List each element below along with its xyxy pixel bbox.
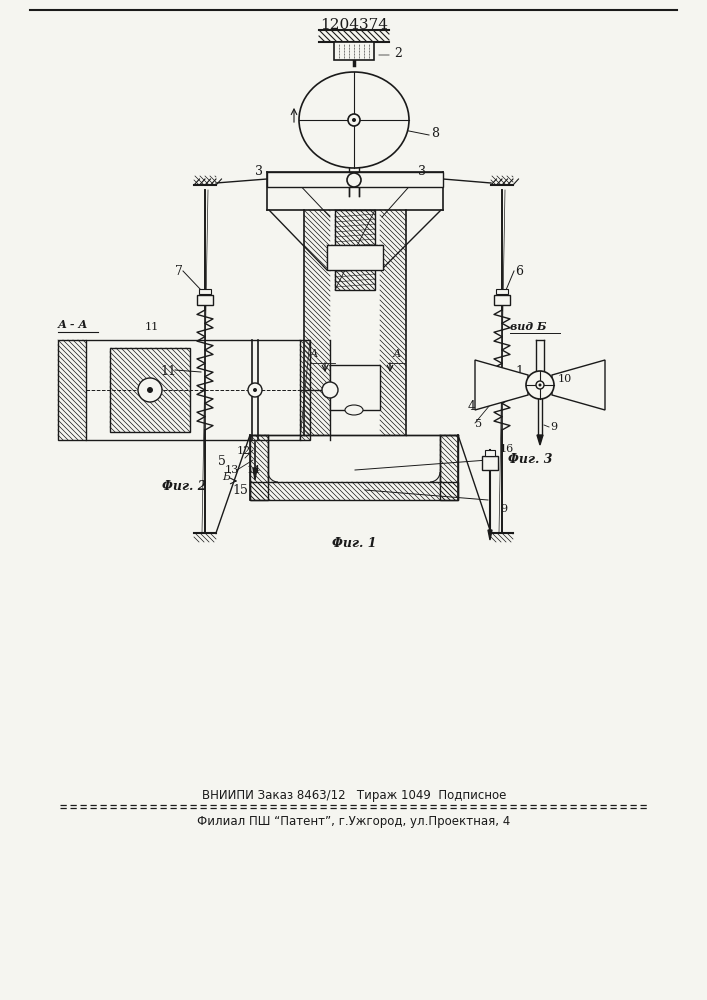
Text: 12: 12 (237, 446, 251, 456)
Text: 11: 11 (145, 322, 159, 332)
Text: 1204374: 1204374 (320, 18, 388, 32)
Text: 5: 5 (218, 455, 226, 468)
Text: А - А: А - А (58, 319, 88, 330)
Text: 3: 3 (418, 165, 426, 178)
Text: 16: 16 (500, 444, 514, 454)
Bar (199, 289, 211, 294)
Circle shape (138, 378, 162, 402)
Bar (334, 42, 374, 60)
Bar (440, 435, 458, 500)
Text: вид Б: вид Б (510, 321, 547, 332)
Text: 14: 14 (247, 465, 262, 475)
Circle shape (248, 383, 262, 397)
Text: 13: 13 (225, 465, 239, 475)
Text: Б: Б (222, 472, 230, 482)
Bar (482, 456, 498, 470)
Bar (330, 365, 380, 410)
Text: Φиг. 2: Φиг. 2 (162, 480, 206, 493)
Bar (58, 340, 86, 440)
Text: 8: 8 (431, 127, 439, 140)
Circle shape (147, 387, 153, 393)
Text: 15: 15 (232, 484, 248, 497)
Ellipse shape (299, 72, 409, 168)
Circle shape (347, 173, 361, 187)
Bar (485, 450, 495, 456)
Bar (110, 348, 190, 432)
Polygon shape (537, 435, 543, 445)
Text: 1: 1 (515, 365, 523, 378)
Circle shape (322, 382, 338, 398)
Bar (335, 210, 375, 290)
Circle shape (253, 388, 257, 392)
Text: ВНИИПИ Заказ 8463/12   Тираж 1049  Подписное: ВНИИПИ Заказ 8463/12 Тираж 1049 Подписно… (201, 788, 506, 802)
Circle shape (539, 383, 542, 386)
Bar (250, 482, 458, 500)
Polygon shape (253, 468, 257, 480)
Bar (250, 435, 268, 500)
Text: Филиал ПШ “Патент”, г.Ужгород, ул.Проектная, 4: Филиал ПШ “Патент”, г.Ужгород, ул.Проект… (197, 816, 510, 828)
Bar (197, 295, 213, 305)
Text: 5: 5 (475, 419, 482, 429)
Bar (300, 340, 310, 440)
Bar (496, 289, 508, 294)
Bar (267, 172, 443, 187)
Text: 6: 6 (515, 265, 523, 278)
Text: А: А (310, 349, 318, 359)
Circle shape (526, 371, 554, 399)
Text: 11: 11 (160, 365, 176, 378)
Circle shape (352, 118, 356, 122)
Polygon shape (475, 360, 528, 410)
Text: Φиг. 1: Φиг. 1 (332, 537, 376, 550)
Text: 3: 3 (255, 165, 263, 178)
Circle shape (348, 114, 360, 126)
Text: 9: 9 (550, 422, 557, 432)
Ellipse shape (345, 405, 363, 415)
Text: 4: 4 (468, 400, 476, 413)
Circle shape (536, 381, 544, 389)
Bar (494, 295, 510, 305)
Bar (327, 245, 383, 270)
Polygon shape (552, 360, 605, 410)
Text: 10: 10 (558, 374, 572, 384)
Text: 7: 7 (175, 265, 183, 278)
Text: 2: 2 (394, 47, 402, 60)
Text: Φиг. 3: Φиг. 3 (508, 453, 552, 466)
Text: А: А (393, 349, 402, 359)
Polygon shape (488, 530, 492, 540)
Text: 9: 9 (500, 504, 507, 514)
